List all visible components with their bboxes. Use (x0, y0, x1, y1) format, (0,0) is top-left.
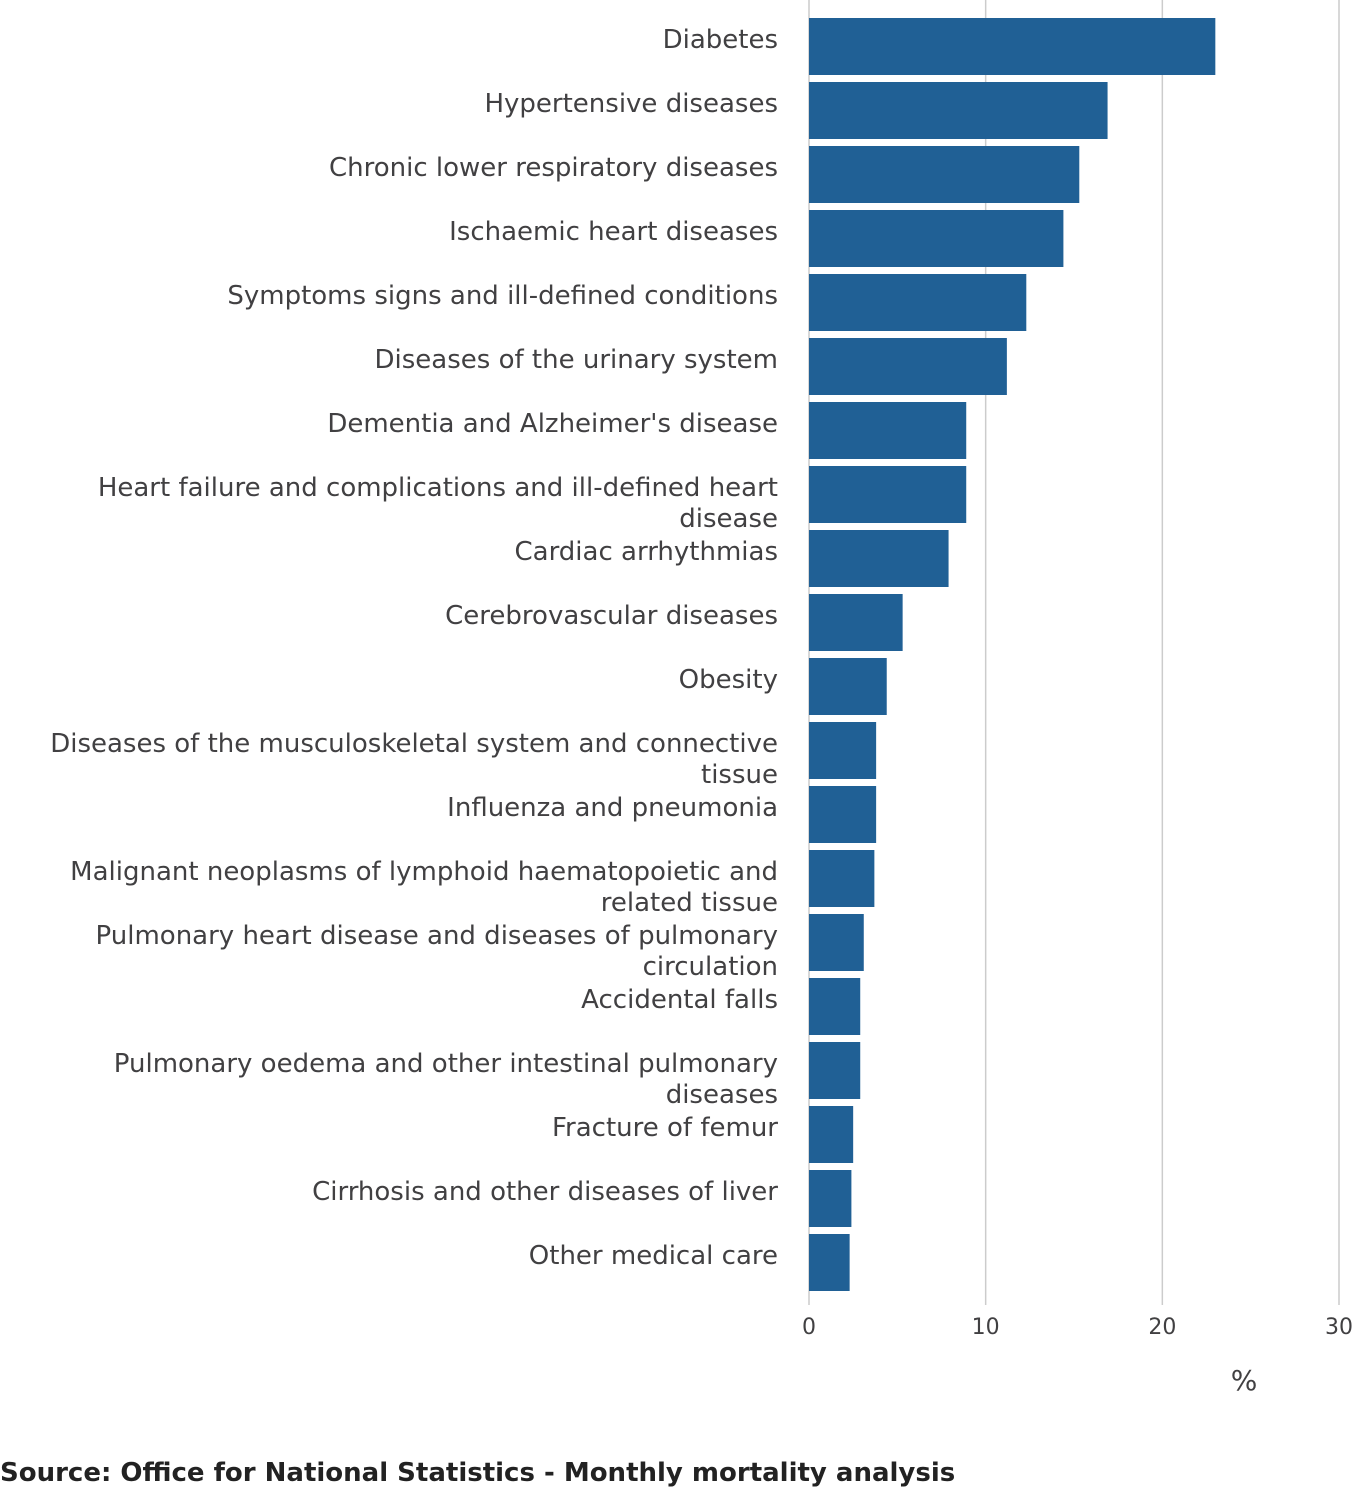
bar-14 (809, 914, 864, 971)
bar-18 (809, 1170, 852, 1227)
category-label-9: Cerebrovascular diseases (445, 601, 778, 631)
bar-5 (809, 338, 1007, 395)
category-label-0: Diabetes (663, 25, 778, 55)
category-label-18: Cirrhosis and other diseases of liver (312, 1177, 778, 1207)
bar-17 (809, 1106, 854, 1163)
bar-16 (809, 1042, 861, 1099)
x-axis-unit-label: % (1231, 1364, 1258, 1397)
bar-15 (809, 978, 861, 1035)
bar-11 (809, 722, 877, 779)
bar-6 (809, 402, 967, 459)
category-label-1: Hypertensive diseases (484, 89, 778, 119)
bar-3 (809, 210, 1064, 267)
bar-2 (809, 146, 1080, 203)
category-label-4: Symptoms signs and ill-defined condition… (227, 281, 778, 311)
category-label-12: Influenza and pneumonia (447, 793, 778, 823)
x-tick-label-30: 30 (1325, 1315, 1353, 1340)
bar-12 (809, 786, 877, 843)
bar-1 (809, 82, 1108, 139)
category-labels: Diabetes Hypertensive diseases Chronic low… (50, 25, 778, 1271)
category-label-16: Pulmonary oedema and other intestinal pu… (114, 1049, 778, 1110)
bar-chart: Diabetes Hypertensive diseases Chronic low… (50, 0, 1353, 1397)
bar-8 (809, 530, 949, 587)
category-label-8: Cardiac arrhythmias (514, 537, 778, 567)
x-tick-label-10: 10 (972, 1315, 1000, 1340)
category-label-5: Diseases of the urinary system (375, 345, 778, 375)
bar-19 (809, 1234, 850, 1291)
x-tick-label-0: 0 (802, 1315, 816, 1340)
bar-9 (809, 594, 903, 651)
bar-0 (809, 18, 1216, 75)
x-tick-label-20: 20 (1148, 1315, 1176, 1340)
category-label-2: Chronic lower respiratory diseases (329, 153, 778, 183)
x-tick-labels: 0 10 20 30 (802, 1315, 1353, 1340)
category-label-19: Other medical care (529, 1241, 778, 1271)
category-label-15: Accidental falls (581, 985, 778, 1015)
bar-4 (809, 274, 1027, 331)
category-label-11: Diseases of the musculoskeletal system a… (50, 729, 778, 790)
category-label-6: Dementia and Alzheimer's disease (327, 409, 778, 439)
category-label-10: Obesity (679, 665, 778, 695)
category-label-7: Heart failure and complications and ill-… (98, 473, 778, 534)
bar-13 (809, 850, 875, 907)
bar-7 (809, 466, 967, 523)
category-label-13: Malignant neoplasms of lymphoid haematop… (70, 857, 778, 918)
category-label-17: Fracture of femur (552, 1113, 778, 1143)
category-label-3: Ischaemic heart diseases (449, 217, 778, 247)
bar-10 (809, 658, 887, 715)
source-note: Source: Office for National Statistics -… (0, 1458, 956, 1488)
bars (809, 18, 1216, 1291)
category-label-14: Pulmonary heart disease and diseases of … (96, 921, 778, 982)
